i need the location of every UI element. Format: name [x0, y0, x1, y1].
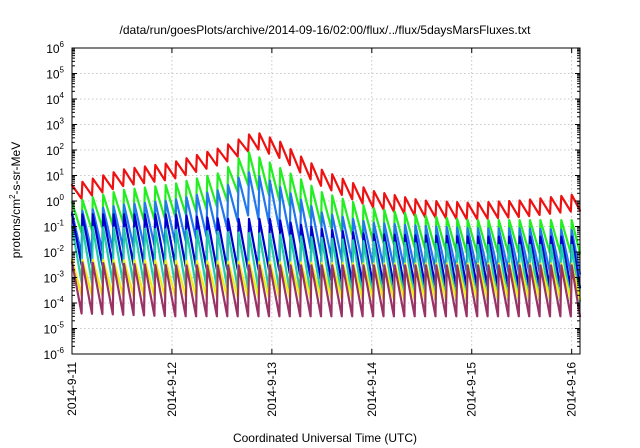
y-tick-label-exponent: -2 [57, 244, 65, 253]
y-tick-label-base: 10 [46, 42, 60, 56]
series-line [70, 171, 582, 275]
y-tick-label-base: 10 [44, 272, 58, 286]
y-axis-label-main: protons/cm [9, 199, 23, 258]
ticks [71, 47, 580, 355]
y-axis-label-exponent: 2 [8, 194, 17, 199]
x-axis-label: Coordinated Universal Time (UTC) [233, 431, 417, 445]
y-tick-label: 101 [46, 168, 64, 184]
y-tick-label-exponent: -5 [57, 321, 65, 330]
y-tick-label-base: 10 [46, 93, 60, 107]
y-tick-label: 103 [46, 117, 64, 133]
y-tick-label-exponent: 5 [60, 66, 65, 75]
y-tick-label: 10-1 [44, 219, 65, 235]
y-axis-label: protons/cm2-s-sr-MeV [8, 142, 23, 258]
y-tick-labels: 10-610-510-410-310-210-11001011021031041… [44, 40, 65, 362]
y-tick-label-base: 10 [46, 144, 60, 158]
x-tick-label: 2014-9-12 [165, 362, 179, 417]
y-tick-label-base: 10 [44, 246, 58, 260]
y-tick-label: 10-5 [44, 321, 65, 337]
y-tick-label: 100 [46, 193, 64, 209]
y-tick-label-exponent: 4 [60, 91, 65, 100]
y-axis-label-rest: -s-sr-MeV [9, 142, 23, 195]
y-tick-label: 10-4 [44, 295, 65, 311]
y-tick-label-exponent: -3 [57, 270, 65, 279]
x-tick-label: 2014-9-15 [465, 362, 479, 417]
x-tick-label: 2014-9-11 [65, 362, 79, 416]
y-tick-label-exponent: 3 [60, 117, 65, 126]
y-tick-label-base: 10 [44, 323, 58, 337]
y-tick-label-exponent: 2 [60, 142, 65, 151]
x-tick-label: 2014-9-14 [365, 362, 379, 417]
y-tick-label: 106 [46, 40, 64, 56]
y-tick-label-base: 10 [44, 297, 58, 311]
y-tick-label: 102 [46, 142, 64, 158]
y-tick-label-exponent: 1 [60, 168, 65, 177]
y-tick-label-base: 10 [46, 195, 60, 209]
series-layer [70, 132, 582, 318]
y-tick-label: 10-3 [44, 270, 65, 286]
series-line [70, 261, 582, 318]
series-line [70, 258, 582, 301]
series-line [70, 151, 582, 255]
y-tick-label-exponent: -6 [57, 346, 65, 355]
y-tick-label-base: 10 [44, 348, 58, 362]
y-tick-label-base: 10 [46, 170, 60, 184]
series-line [70, 132, 582, 221]
chart-title: /data/run/goesPlots/archive/2014-09-16/0… [120, 23, 532, 37]
y-tick-label-base: 10 [46, 68, 60, 82]
y-tick-label: 105 [46, 66, 64, 82]
y-tick-label: 104 [46, 91, 64, 107]
y-tick-label-exponent: -1 [57, 219, 65, 228]
x-tick-label: 2014-9-16 [565, 362, 579, 417]
series-line [70, 213, 582, 289]
x-tick-labels: 2014-9-11 2014-9-12 2014-9-13 2014-9-14 2014… [65, 362, 579, 417]
y-tick-label-exponent: 6 [60, 40, 65, 49]
x-tick-label: 2014-9-13 [265, 362, 279, 417]
y-tick-label: 10-6 [44, 346, 65, 362]
y-tick-label: 10-2 [44, 244, 65, 260]
y-tick-label-base: 10 [44, 221, 58, 235]
y-tick-label-exponent: -4 [57, 295, 65, 304]
y-tick-label-exponent: 0 [60, 193, 65, 202]
y-tick-label-base: 10 [46, 119, 60, 133]
